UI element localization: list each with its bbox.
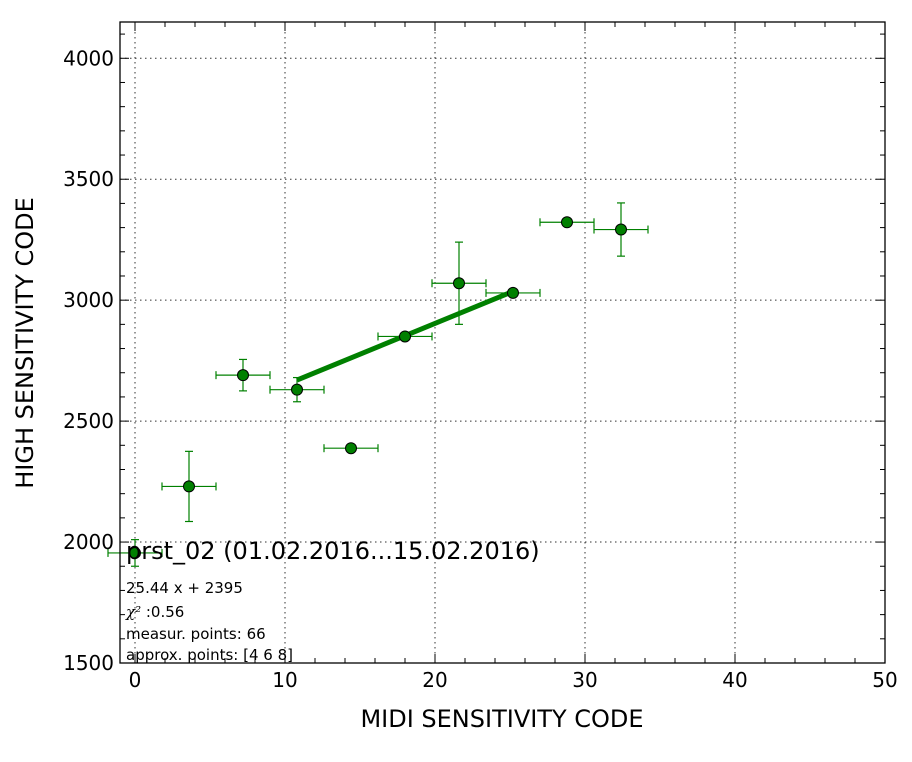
ticks [120, 22, 886, 664]
annotation-approx-points: approx. points: [4 6 8] [126, 646, 293, 664]
y-tick-labels: 1500 2000 2500 3000 3500 4000 [63, 46, 114, 675]
y-tick-label: 2000 [63, 530, 114, 554]
x-axis-label: MIDI SENSITIVITY CODE [360, 705, 643, 733]
data-point [291, 383, 303, 396]
data-point [453, 277, 465, 290]
y-tick-label: 3500 [63, 167, 114, 191]
x-tick-label: 0 [129, 668, 142, 692]
chi2-symbol: χ² [125, 603, 141, 621]
y-axis-label: HIGH SENSITIVITY CODE [11, 197, 39, 489]
y-tick-label: 3000 [63, 288, 114, 312]
annotation-chi2: χ² :0.56 [125, 603, 184, 621]
annotation-measur-points: measur. points: 66 [126, 625, 266, 643]
data-point [345, 442, 357, 455]
data-point [237, 369, 249, 382]
data-point [399, 330, 411, 343]
data-point [129, 546, 141, 559]
x-tick-label: 30 [572, 668, 597, 692]
annotation-equation: 25.44 x + 2395 [126, 579, 243, 597]
data-point [507, 286, 519, 299]
x-tick-labels: 0 10 20 30 40 50 [129, 668, 898, 692]
y-tick-label: 1500 [63, 651, 114, 675]
annotation-block: prst_02 (01.02.2016...15.02.2016) 25.44 … [125, 537, 540, 664]
x-tick-label: 10 [272, 668, 297, 692]
y-tick-label: 4000 [63, 46, 114, 70]
points-layer [129, 216, 627, 559]
y-tick-label: 2500 [63, 409, 114, 433]
x-tick-label: 20 [422, 668, 447, 692]
data-point [183, 480, 195, 493]
x-tick-label: 40 [722, 668, 747, 692]
annotation-name: prst_02 (01.02.2016...15.02.2016) [126, 537, 540, 565]
data-point [561, 216, 573, 229]
chi2-value: :0.56 [141, 603, 184, 621]
data-point [615, 223, 627, 236]
plot-frame [119, 21, 886, 664]
x-tick-label: 50 [872, 668, 897, 692]
